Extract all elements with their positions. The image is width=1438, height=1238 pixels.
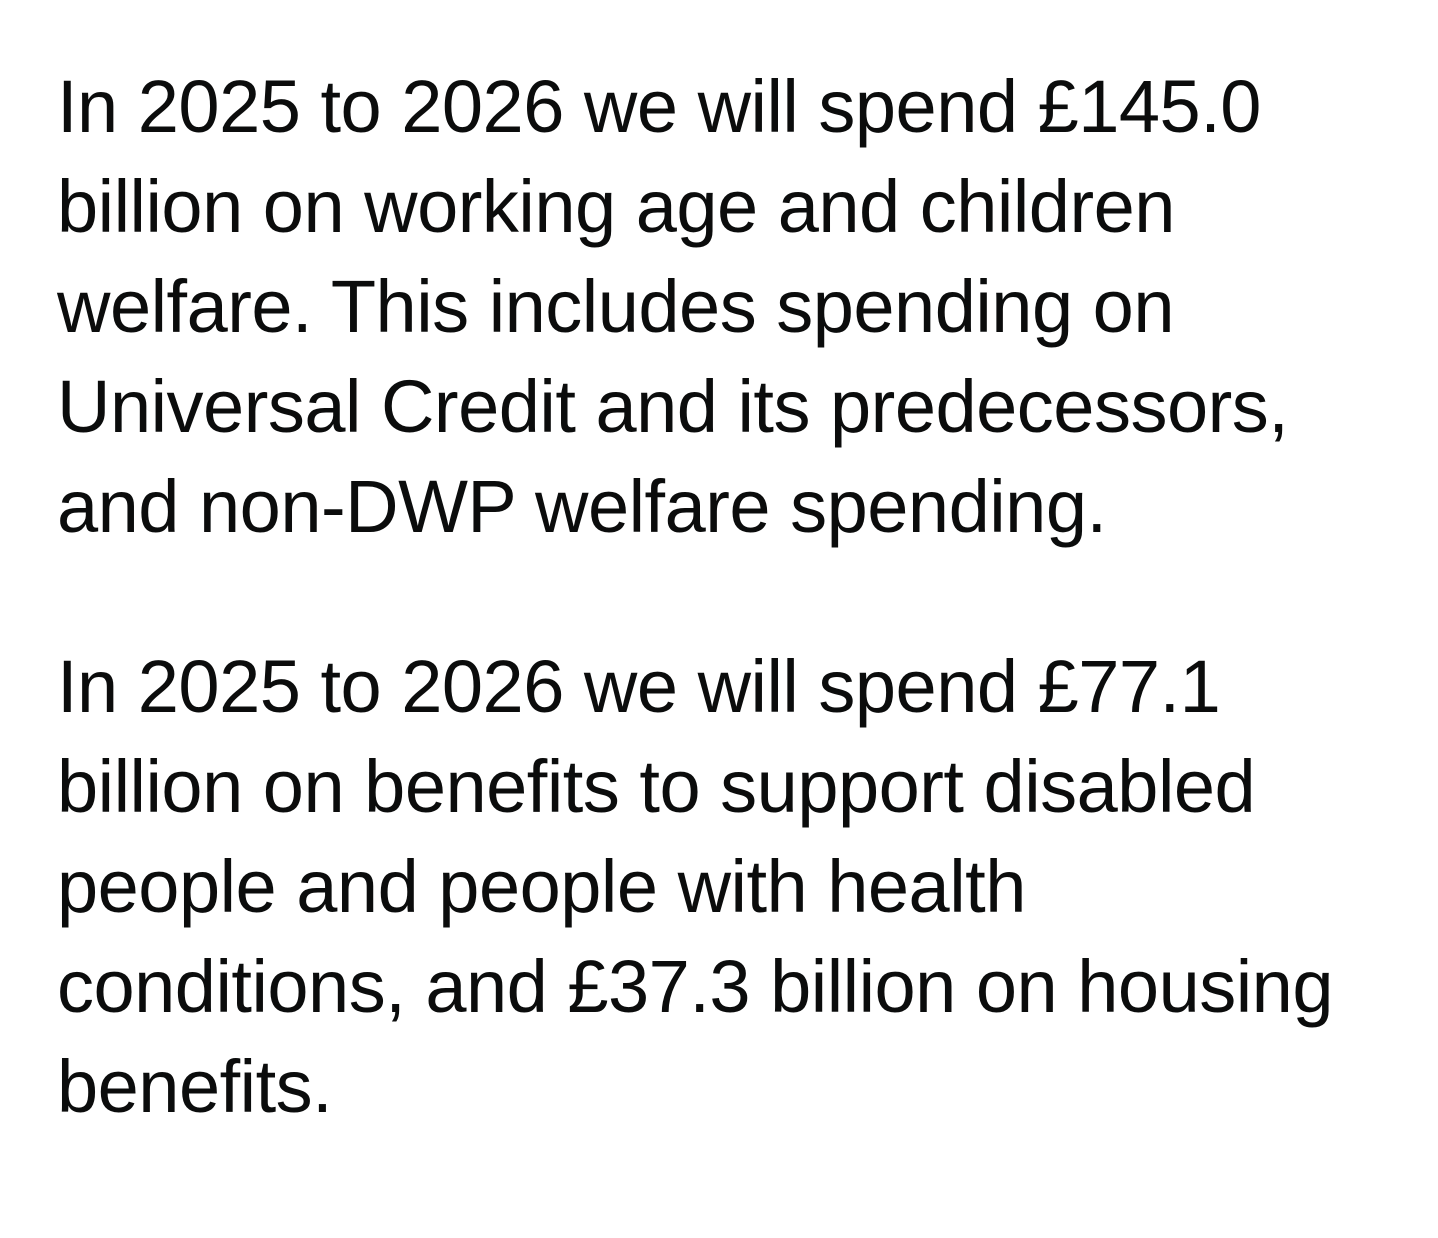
text-line: billion on working age and children	[57, 165, 1175, 248]
text-line: benefits.	[57, 1045, 333, 1128]
text-line: billion on benefits to support disabled	[57, 745, 1256, 828]
text-line: conditions, and £37.3 billion on housing	[57, 945, 1333, 1028]
text-line: In 2025 to 2026 we will spend £145.0	[57, 65, 1261, 148]
text-line: In 2025 to 2026 we will spend £77.1	[57, 645, 1221, 728]
text-line: Universal Credit and its predecessors,	[57, 365, 1289, 448]
document-content: In 2025 to 2026 we will spend £145.0 bil…	[57, 57, 1398, 1137]
text-line: and non-DWP welfare spending.	[57, 465, 1107, 548]
text-line: welfare. This includes spending on	[57, 265, 1175, 348]
body-paragraph: In 2025 to 2026 we will spend £77.1 bill…	[57, 637, 1398, 1137]
body-paragraph: In 2025 to 2026 we will spend £145.0 bil…	[57, 57, 1398, 557]
text-line: people and people with health	[57, 845, 1026, 928]
